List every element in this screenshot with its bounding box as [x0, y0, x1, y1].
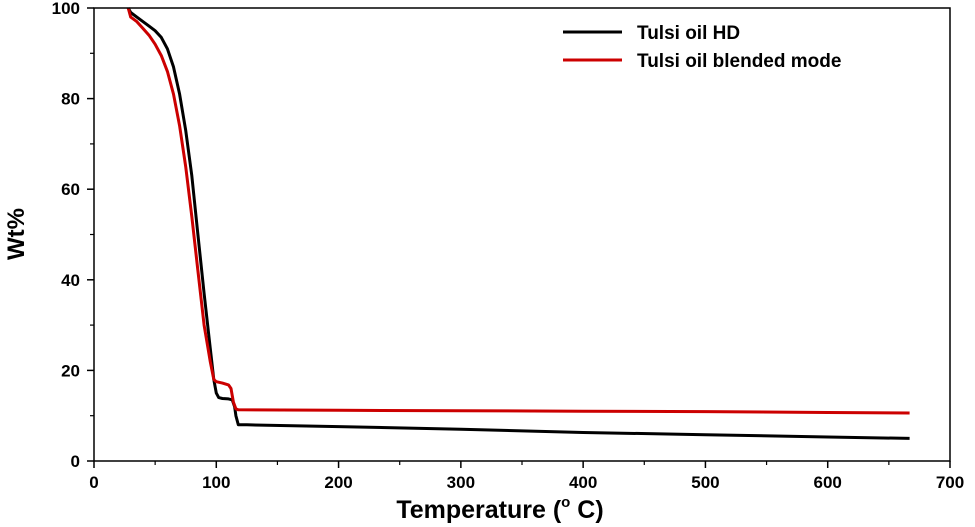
y-tick-label: 40: [61, 271, 80, 290]
x-tick-label: 400: [569, 473, 597, 492]
x-tick-label: 200: [324, 473, 352, 492]
x-tick-label: 100: [202, 473, 230, 492]
x-tick-label: 300: [447, 473, 475, 492]
x-axis-ticks: 0 100 200 300 400 500 600 700: [89, 461, 964, 492]
series-line-tulsi-oil-blended: [126, 7, 910, 415]
x-axis-title-sup: o: [561, 494, 570, 511]
legend-label-hd: Tulsi oil HD: [637, 23, 740, 44]
legend-label-blended: Tulsi oil blended mode: [637, 51, 841, 72]
y-axis-title: Wt%: [3, 208, 30, 260]
x-tick-label: 700: [936, 473, 964, 492]
y-tick-label: 100: [52, 0, 80, 18]
x-tick-label: 600: [814, 473, 842, 492]
y-axis-ticks: 0 20 40 60 80 100: [52, 0, 94, 471]
series-line-tulsi-oil-hd: [126, 7, 910, 440]
x-tick-label: 0: [89, 473, 98, 492]
x-axis-title-main: Temperature (: [396, 496, 562, 524]
x-axis-title: Temperature (o C): [396, 494, 603, 524]
legend: Tulsi oil HD Tulsi oil blended mode: [563, 23, 841, 72]
x-tick-label: 500: [691, 473, 719, 492]
y-tick-label: 80: [61, 90, 80, 109]
plot-frame: [93, 7, 951, 462]
y-tick-label: 60: [61, 180, 80, 199]
y-tick-label: 0: [71, 452, 80, 471]
series-layer: [126, 7, 910, 440]
y-tick-label: 20: [61, 361, 80, 380]
x-axis-title-end: C): [570, 496, 603, 524]
